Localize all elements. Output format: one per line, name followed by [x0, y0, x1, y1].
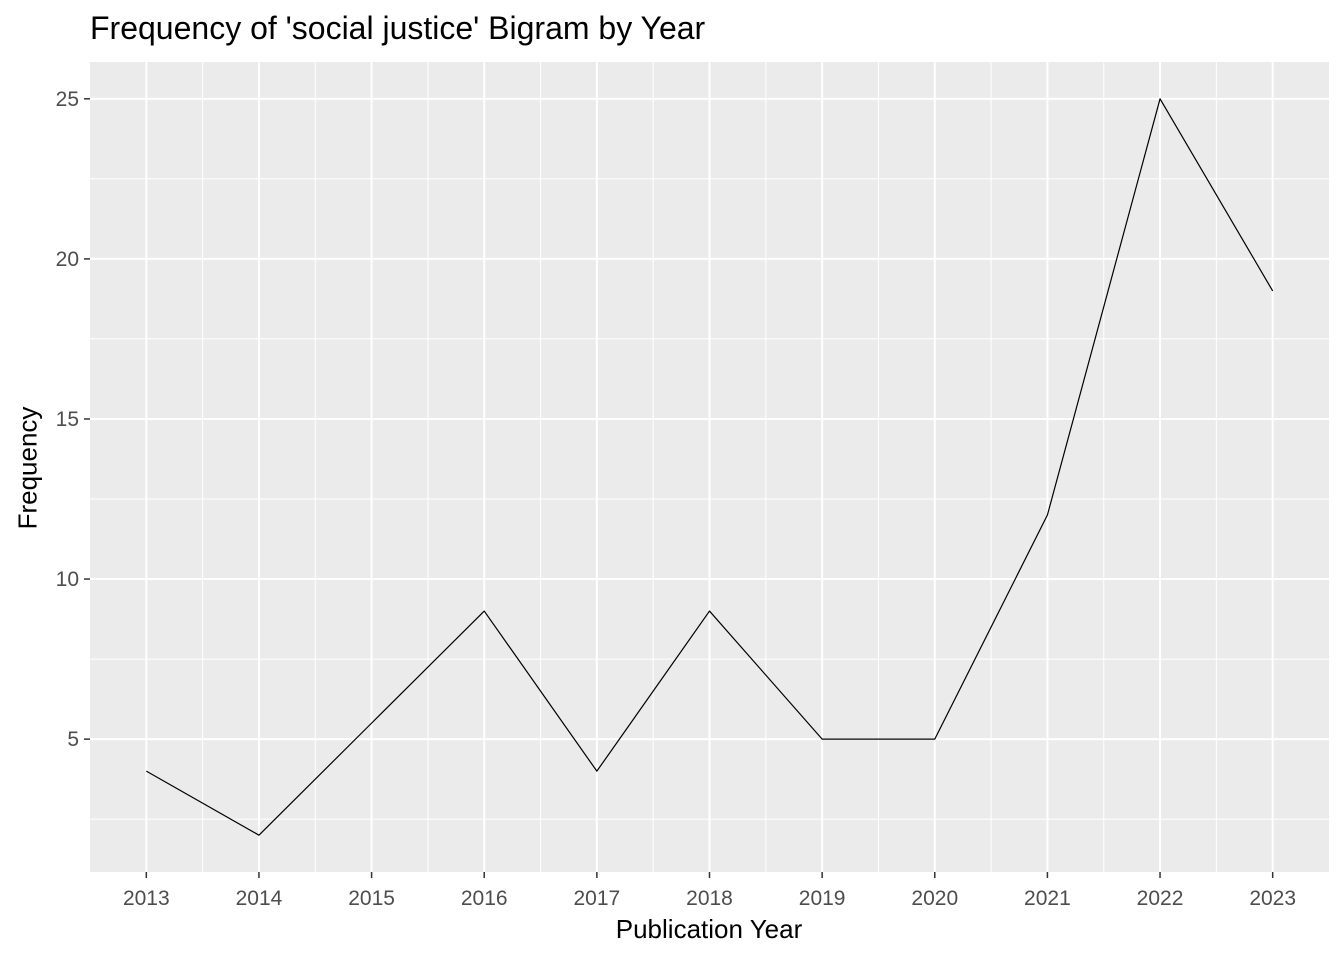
y-tick-label: 15	[56, 408, 79, 431]
y-tick-label: 20	[56, 248, 79, 271]
x-tick-label: 2013	[123, 887, 170, 910]
minor-gridlines	[90, 62, 1329, 872]
x-tick-label: 2019	[799, 887, 846, 910]
chart-title: Frequency of 'social justice' Bigram by …	[90, 10, 706, 46]
x-tick-label: 2016	[461, 887, 508, 910]
y-axis: 5 10 15 20 25	[56, 88, 90, 751]
x-axis: 2013 2014 2015 2016 2017 2018 2019 2020 2021 2022…	[123, 872, 1296, 910]
x-tick-label: 2022	[1137, 887, 1184, 910]
x-tick-label: 2020	[911, 887, 958, 910]
x-tick-label: 2017	[574, 887, 621, 910]
x-tick-label: 2023	[1249, 887, 1296, 910]
series-layer	[146, 98, 1274, 836]
x-tick-label: 2021	[1024, 887, 1071, 910]
x-tick-label: 2018	[686, 887, 733, 910]
y-tick-label: 25	[56, 88, 79, 111]
series-line	[146, 98, 1274, 836]
x-tick-label: 2015	[348, 887, 395, 910]
x-tick-label: 2014	[236, 887, 283, 910]
y-tick-label: 10	[56, 568, 79, 591]
major-gridlines	[90, 62, 1329, 872]
x-axis-label: Publication Year	[615, 914, 803, 944]
y-tick-label: 5	[67, 728, 79, 751]
